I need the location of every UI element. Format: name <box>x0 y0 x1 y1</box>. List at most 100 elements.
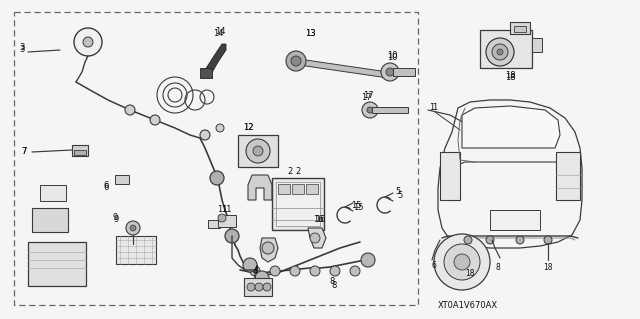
Bar <box>74 150 86 155</box>
Bar <box>490 210 540 230</box>
Text: 13: 13 <box>305 29 316 39</box>
Circle shape <box>362 102 378 118</box>
Polygon shape <box>205 44 226 76</box>
Text: 8: 8 <box>332 280 337 290</box>
Circle shape <box>130 225 136 231</box>
Circle shape <box>386 68 394 76</box>
Circle shape <box>270 266 280 276</box>
Bar <box>116 236 156 264</box>
Text: 6: 6 <box>103 181 109 189</box>
Text: 8: 8 <box>330 278 335 286</box>
Text: 5: 5 <box>396 188 401 197</box>
Text: 17: 17 <box>363 92 373 100</box>
Circle shape <box>150 115 160 125</box>
Text: 3: 3 <box>19 46 25 55</box>
Circle shape <box>291 56 301 66</box>
Text: 13: 13 <box>305 29 316 39</box>
Bar <box>28 242 86 286</box>
Text: 12: 12 <box>243 123 253 132</box>
Bar <box>556 152 580 200</box>
Text: 7: 7 <box>21 147 27 157</box>
Polygon shape <box>260 238 278 262</box>
Bar <box>292 184 304 194</box>
Text: 11: 11 <box>217 205 227 214</box>
Circle shape <box>286 51 306 71</box>
Text: 4: 4 <box>253 265 259 275</box>
Text: 5: 5 <box>397 190 403 199</box>
Circle shape <box>263 283 271 291</box>
Text: 8: 8 <box>495 263 500 272</box>
Text: 10: 10 <box>387 54 397 63</box>
Bar <box>244 278 272 296</box>
Circle shape <box>497 49 503 55</box>
Circle shape <box>126 221 140 235</box>
Text: 1: 1 <box>433 103 438 113</box>
Circle shape <box>247 283 255 291</box>
Polygon shape <box>248 175 272 200</box>
Bar <box>510 22 530 34</box>
Bar <box>72 145 88 156</box>
Circle shape <box>250 266 260 276</box>
Text: 6: 6 <box>431 261 436 270</box>
Circle shape <box>243 258 257 272</box>
Polygon shape <box>393 68 415 76</box>
Polygon shape <box>308 228 326 248</box>
Text: 2: 2 <box>296 167 301 176</box>
Bar <box>306 184 318 194</box>
Text: 14: 14 <box>215 27 225 36</box>
Text: 9: 9 <box>113 213 118 222</box>
Text: 7: 7 <box>21 147 27 157</box>
Circle shape <box>367 107 373 113</box>
Circle shape <box>255 271 269 285</box>
Circle shape <box>330 266 340 276</box>
Polygon shape <box>462 106 560 148</box>
Circle shape <box>492 44 508 60</box>
Text: 12: 12 <box>243 123 253 132</box>
Bar <box>272 178 324 230</box>
Circle shape <box>255 283 263 291</box>
Bar <box>238 135 278 167</box>
Circle shape <box>444 244 480 280</box>
Text: 16: 16 <box>315 216 325 225</box>
Circle shape <box>290 266 300 276</box>
Circle shape <box>381 63 399 81</box>
Bar <box>278 184 290 194</box>
Circle shape <box>310 233 320 243</box>
Circle shape <box>218 214 226 222</box>
Text: 18: 18 <box>505 71 515 80</box>
Text: 4: 4 <box>252 268 258 277</box>
Circle shape <box>434 234 490 290</box>
Bar <box>32 208 68 232</box>
Bar <box>514 26 526 32</box>
Circle shape <box>83 37 93 47</box>
Bar <box>208 220 220 228</box>
Bar <box>480 30 532 68</box>
Polygon shape <box>292 58 388 78</box>
Circle shape <box>361 253 375 267</box>
Text: 10: 10 <box>387 51 397 61</box>
Text: 17: 17 <box>361 93 371 102</box>
Text: 15: 15 <box>353 203 364 211</box>
Circle shape <box>253 146 263 156</box>
Circle shape <box>200 130 210 140</box>
Circle shape <box>544 236 552 244</box>
Text: XT0A1V670AX: XT0A1V670AX <box>438 301 498 310</box>
Text: 9: 9 <box>113 216 118 225</box>
Circle shape <box>464 236 472 244</box>
Text: 18: 18 <box>543 263 553 272</box>
Bar <box>115 175 129 184</box>
Bar <box>218 215 236 227</box>
Circle shape <box>454 254 470 270</box>
Text: 2: 2 <box>287 167 292 176</box>
Bar <box>40 185 66 201</box>
Circle shape <box>262 242 274 254</box>
Circle shape <box>486 38 514 66</box>
Text: 11: 11 <box>221 205 231 214</box>
Text: 6: 6 <box>103 183 109 192</box>
Text: 15: 15 <box>351 201 361 210</box>
Polygon shape <box>372 107 408 113</box>
Bar <box>14 12 418 305</box>
Text: 3: 3 <box>19 43 25 53</box>
Circle shape <box>125 105 135 115</box>
Circle shape <box>516 236 524 244</box>
